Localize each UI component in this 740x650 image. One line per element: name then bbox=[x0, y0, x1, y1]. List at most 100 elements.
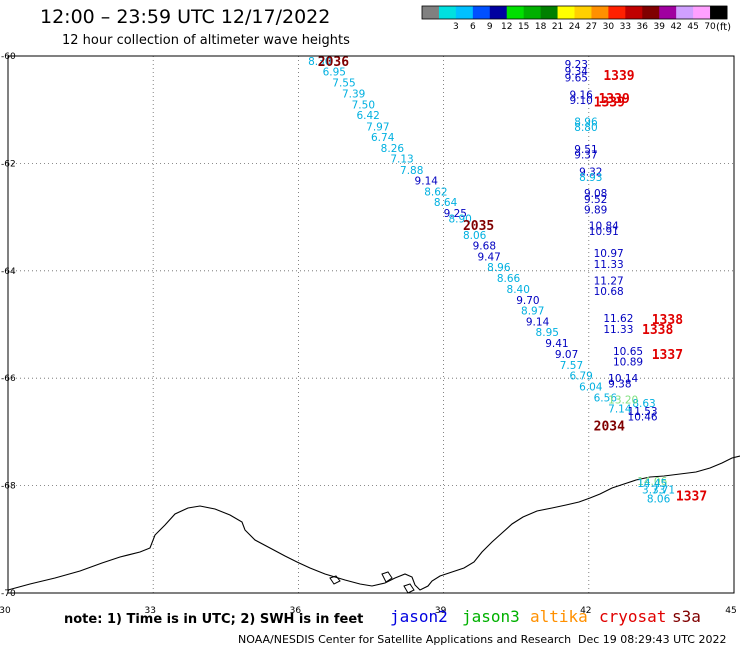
colorbar-swatch bbox=[472, 6, 491, 19]
wave-height-value: 7.50 bbox=[352, 99, 375, 111]
wave-height-value: 7.97 bbox=[366, 121, 389, 133]
pass-id-label: 1337 bbox=[676, 489, 707, 504]
colorbar-label: 9 bbox=[487, 22, 493, 32]
wave-height-value: 8.97 bbox=[521, 306, 544, 318]
wave-height-value: 6.79 bbox=[569, 371, 592, 383]
wave-height-value: 7.57 bbox=[560, 360, 583, 372]
colorbar-swatch bbox=[422, 6, 440, 19]
wave-height-value: 8.90 bbox=[448, 214, 471, 226]
colorbar-label: 21 bbox=[552, 22, 563, 32]
colorbar-label: 3 bbox=[453, 22, 459, 32]
colorbar-label: 39 bbox=[653, 22, 665, 32]
colorbar-label: 6 bbox=[470, 22, 476, 32]
wave-height-value: 8.66 bbox=[497, 273, 521, 285]
wave-height-value: 9.25 bbox=[444, 208, 467, 220]
chart-title: 12:00 – 23:59 UTC 12/17/2022 bbox=[40, 6, 331, 28]
colorbar-label: 45 bbox=[687, 22, 698, 32]
colorbar-swatch bbox=[523, 6, 542, 19]
wave-height-value: 9.23 bbox=[565, 59, 588, 71]
colorbar-swatch bbox=[438, 6, 457, 19]
wave-height-value: 8.06 bbox=[463, 230, 487, 242]
wave-height-value: 7.39 bbox=[342, 89, 365, 101]
latitude-tick-label: -70 bbox=[1, 589, 16, 599]
wave-height-value: 11.62 bbox=[603, 313, 633, 325]
wave-height-value: 8.95 bbox=[536, 327, 559, 339]
wave-height-observations: 8.306.957.557.397.506.427.976.748.267.13… bbox=[308, 56, 675, 506]
wave-height-value: 9.32 bbox=[579, 166, 602, 178]
longitude-tick-label: 42 bbox=[580, 606, 591, 616]
wave-height-value: 9.70 bbox=[516, 295, 539, 307]
colorbar-label: 33 bbox=[620, 22, 631, 32]
wave-height-value: 9.08 bbox=[584, 188, 607, 200]
colorbar-label: 15 bbox=[518, 22, 529, 32]
wave-height-value: 8.96 bbox=[574, 117, 598, 129]
wave-height-value: 7.88 bbox=[400, 165, 423, 177]
colorbar-label: 70 bbox=[704, 22, 716, 32]
wave-height-value: 10.65 bbox=[613, 346, 643, 358]
pass-id-label: 2034 bbox=[594, 419, 625, 434]
pass-id-label: 2035 bbox=[463, 219, 494, 234]
wave-height-value: 14.06 bbox=[637, 476, 667, 488]
colorbar-label: 18 bbox=[535, 22, 547, 32]
coastline bbox=[7, 455, 740, 594]
wave-height-value: 9.16 bbox=[569, 90, 593, 102]
wave-height-value: 11.33 bbox=[594, 259, 624, 271]
wave-height-value: 7.14 bbox=[608, 403, 632, 415]
longitude-tick-label: 30 bbox=[0, 606, 11, 616]
wave-height-value: 10.91 bbox=[589, 226, 619, 238]
wave-height-value: 10.68 bbox=[594, 286, 624, 298]
wave-height-value: 3.33 bbox=[642, 484, 665, 496]
wave-height-value: 9.51 bbox=[574, 144, 597, 156]
legend-note: note: 1) Time is in UTC; 2) SWH is in fe… bbox=[64, 612, 364, 627]
wave-height-value: 8.63 bbox=[632, 398, 655, 410]
coast-inlet-2 bbox=[403, 583, 415, 594]
colorbar-label: 36 bbox=[637, 22, 649, 32]
map-frame bbox=[7, 55, 735, 594]
wave-height-value: 10.89 bbox=[613, 357, 643, 369]
timestamp: Dec 19 08:29:43 UTC 2022 bbox=[578, 633, 727, 646]
pass-id-label: 1338 bbox=[642, 323, 673, 338]
colorbar-swatch bbox=[591, 6, 609, 19]
wave-height-value: 9.68 bbox=[473, 241, 496, 253]
wave-height-value: 10.97 bbox=[594, 248, 624, 260]
wave-height-value: 8.80 bbox=[574, 122, 597, 134]
wave-height-value: 9.38 bbox=[608, 379, 631, 391]
wave-height-value: 11.33 bbox=[603, 324, 633, 336]
colorbar-swatch bbox=[574, 6, 592, 19]
colorbar-swatch bbox=[540, 6, 559, 19]
wave-height-value: 8.30 bbox=[308, 56, 331, 68]
colorbar-swatch bbox=[676, 6, 694, 19]
wave-height-value: 8.26 bbox=[381, 143, 405, 155]
colorbar-swatch bbox=[642, 6, 660, 19]
colorbar-label: 30 bbox=[603, 22, 615, 32]
colorbar-swatch bbox=[710, 6, 728, 19]
colorbar-swatch bbox=[625, 6, 643, 19]
wave-height-value: 9.47 bbox=[477, 251, 500, 263]
colorbar-label: 42 bbox=[670, 22, 681, 32]
chart-subtitle: 12 hour collection of altimeter wave hei… bbox=[62, 33, 350, 48]
legend-jason2: jason2 bbox=[390, 607, 448, 626]
legend-s3a: s3a bbox=[672, 607, 701, 626]
wave-height-value: 8.06 bbox=[647, 493, 671, 505]
map-grid bbox=[8, 56, 734, 593]
wave-height-value: 10.84 bbox=[589, 221, 619, 233]
wave-height-value: 10.14 bbox=[608, 373, 638, 385]
colorbar-swatch bbox=[557, 6, 575, 19]
colorbar-swatch bbox=[608, 6, 626, 19]
coast-inlet-1 bbox=[381, 571, 393, 583]
colorbar-label: 24 bbox=[569, 22, 581, 32]
colorbar: 3 6 9 12 15 18 21 24 27 30 33 36 39 42 45 70 bbox=[421, 5, 728, 32]
colorbar-label: 27 bbox=[586, 22, 597, 32]
wave-height-value: 6.42 bbox=[356, 110, 379, 122]
colorbar-unit: (ft) bbox=[716, 22, 732, 33]
longitude-tick-label: 39 bbox=[435, 606, 447, 616]
wave-height-value: 6.95 bbox=[323, 67, 346, 79]
colorbar-frame bbox=[421, 5, 728, 20]
colorbar-swatch bbox=[489, 6, 508, 19]
wave-height-value: 6.74 bbox=[371, 132, 395, 144]
wave-height-value: 13.20 bbox=[608, 395, 638, 407]
pass-id-label: 1339 bbox=[594, 96, 625, 111]
longitude-tick-label: 45 bbox=[725, 606, 736, 616]
wave-height-value: 9.65 bbox=[565, 72, 588, 84]
